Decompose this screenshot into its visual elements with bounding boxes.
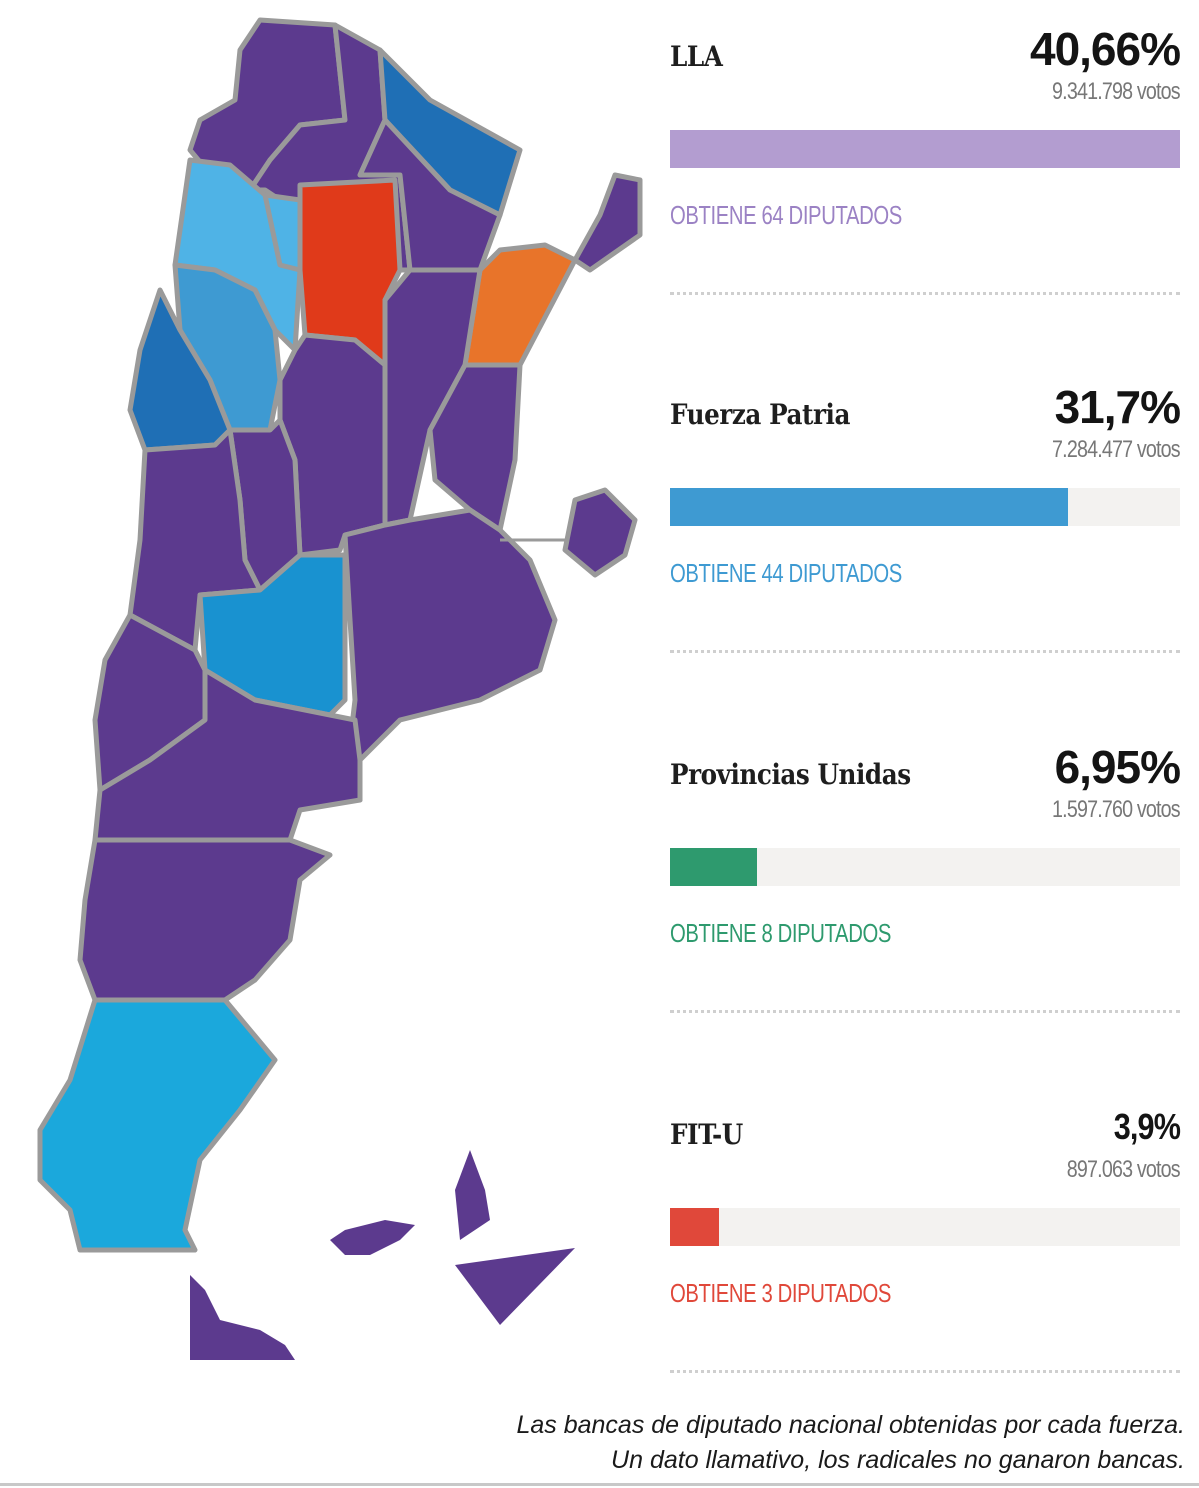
party-seats: OBTIENE 64 DIPUTADOS xyxy=(670,200,902,230)
party-name: Provincias Unidas xyxy=(670,758,911,791)
bar-track xyxy=(670,488,1180,526)
bar-track xyxy=(670,848,1180,886)
south-islands xyxy=(455,1150,490,1240)
bar-fill xyxy=(670,488,1068,526)
party-percent: 40,66% xyxy=(1029,23,1181,75)
bar-fill xyxy=(670,130,1180,168)
row-separator xyxy=(670,650,1180,653)
bar-fill xyxy=(670,1208,719,1246)
bar-track xyxy=(670,130,1180,168)
party-name: LLA xyxy=(670,40,723,73)
party-seats: OBTIENE 44 DIPUTADOS xyxy=(670,558,902,588)
caption: Las bancas de diputado nacional obtenida… xyxy=(516,1408,1185,1478)
province-caba-inset xyxy=(562,487,638,578)
party-votes: 7.284.477 votos xyxy=(1052,436,1181,463)
party-votes: 9.341.798 votos xyxy=(1052,78,1181,105)
row-separator xyxy=(670,1370,1180,1373)
party-name: FIT-U xyxy=(670,1118,743,1151)
province-santacruz xyxy=(37,997,278,1253)
caption-line-1: Las bancas de diputado nacional obtenida… xyxy=(516,1411,1185,1439)
province-chubut xyxy=(77,837,333,1003)
party-percent: 6,95% xyxy=(1054,741,1181,793)
party-seats: OBTIENE 8 DIPUTADOS xyxy=(670,918,891,948)
party-name: Fuerza Patria xyxy=(670,398,850,431)
caption-line-2: Un dato llamativo, los radicales no gana… xyxy=(611,1446,1185,1474)
province-buenosaires xyxy=(342,507,558,803)
party-votes: 897.063 votos xyxy=(1067,1156,1181,1183)
province-misiones xyxy=(572,172,643,273)
party-seats: OBTIENE 3 DIPUTADOS xyxy=(670,1278,891,1308)
row-separator xyxy=(670,1010,1180,1013)
bar-track xyxy=(670,1208,1180,1246)
province-rionegro xyxy=(92,667,363,843)
party-percent: 3,9% xyxy=(1113,1106,1181,1147)
row-separator xyxy=(670,292,1180,295)
bar-fill xyxy=(670,848,757,886)
province-tierradelfuego xyxy=(190,1275,295,1360)
bottom-rule xyxy=(0,1483,1199,1486)
party-percent: 31,7% xyxy=(1054,381,1181,433)
party-votes: 1.597.760 votos xyxy=(1052,796,1181,823)
argentina-map xyxy=(37,17,643,1360)
islands-malvinas xyxy=(330,1220,415,1255)
antarctic-sector xyxy=(455,1248,575,1325)
